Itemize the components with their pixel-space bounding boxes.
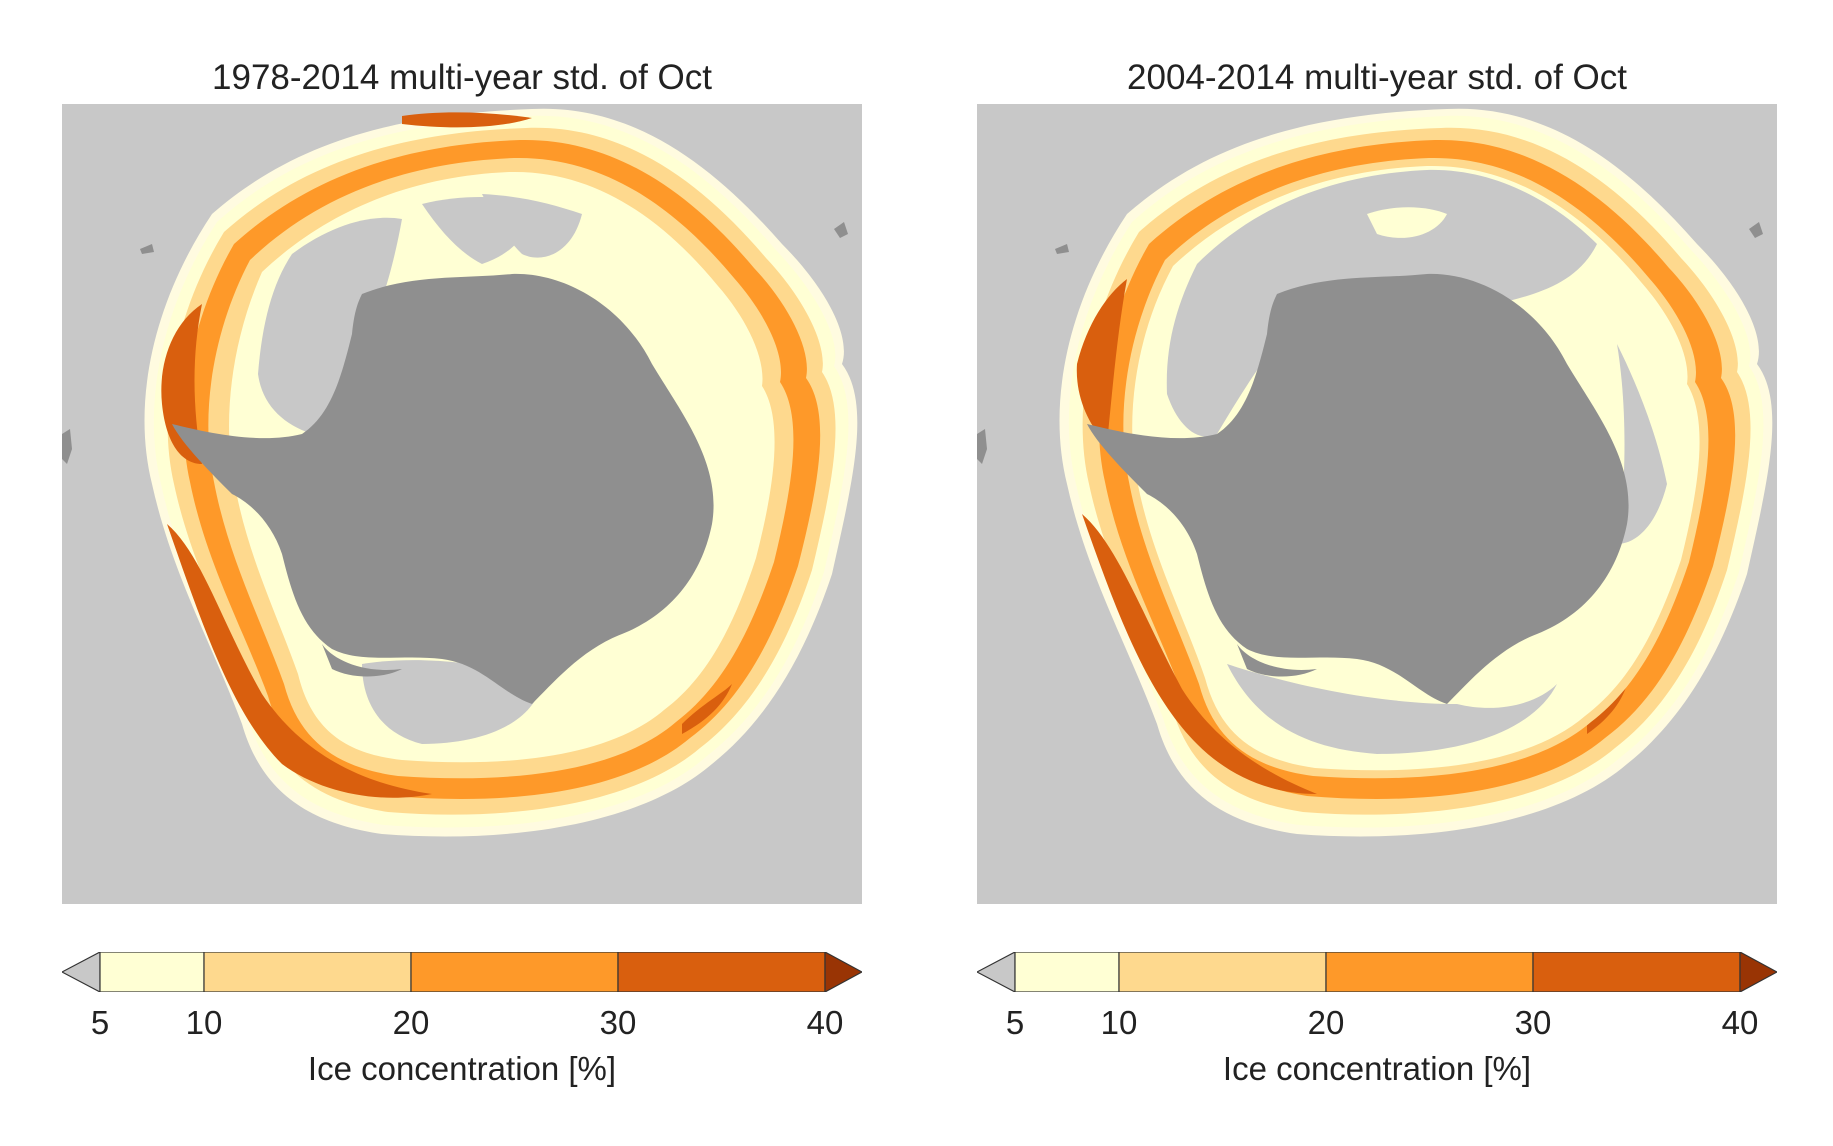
polar-map xyxy=(62,104,862,904)
colorbar-bin-30-40 xyxy=(617,952,826,992)
colorbar-bin-20-30 xyxy=(410,952,619,992)
colorbar-tick: 20 xyxy=(392,1004,430,1041)
colorbar-under-triangle xyxy=(62,952,101,992)
colorbar xyxy=(977,952,1777,992)
map-title: 1978-2014 multi-year std. of Oct xyxy=(212,58,712,97)
colorbar-tick: 10 xyxy=(185,1004,223,1041)
map-title: 2004-2014 multi-year std. of Oct xyxy=(1127,58,1627,97)
colorbar-tick: 20 xyxy=(1307,1004,1345,1041)
colorbar xyxy=(62,952,862,992)
colorbar-bin-10-20 xyxy=(203,952,412,992)
colorbar-tick: 40 xyxy=(1721,1004,1759,1041)
colorbar-bin-5-10 xyxy=(99,952,205,992)
colorbar-bin-10-20 xyxy=(1118,952,1327,992)
colorbar-label: Ice concentration [%] xyxy=(1222,1050,1532,1087)
colorbar-tick: 30 xyxy=(599,1004,637,1041)
colorbar-tick: 10 xyxy=(1100,1004,1138,1041)
colorbar-tick: 30 xyxy=(1514,1004,1552,1041)
colorbar-over-triangle xyxy=(824,952,862,992)
colorbar-tick: 5 xyxy=(90,1004,110,1041)
colorbar-tick: 5 xyxy=(1005,1004,1025,1041)
map-panel-right: 2004-2014 multi-year std. of Oct xyxy=(935,0,1815,1146)
colorbar-over-triangle xyxy=(1739,952,1777,992)
map-panel-left: 1978-2014 multi-year std. of Oct xyxy=(20,0,900,1146)
colorbar-bin-30-40 xyxy=(1532,952,1741,992)
sea-ice-std-map xyxy=(62,104,862,904)
colorbar-bin-20-30 xyxy=(1325,952,1534,992)
colorbar-under-triangle xyxy=(977,952,1016,992)
polar-map xyxy=(977,104,1777,904)
colorbar-tick: 40 xyxy=(806,1004,844,1041)
sea-ice-std-map xyxy=(977,104,1777,904)
colorbar-bin-5-10 xyxy=(1014,952,1120,992)
colorbar-label: Ice concentration [%] xyxy=(307,1050,617,1087)
